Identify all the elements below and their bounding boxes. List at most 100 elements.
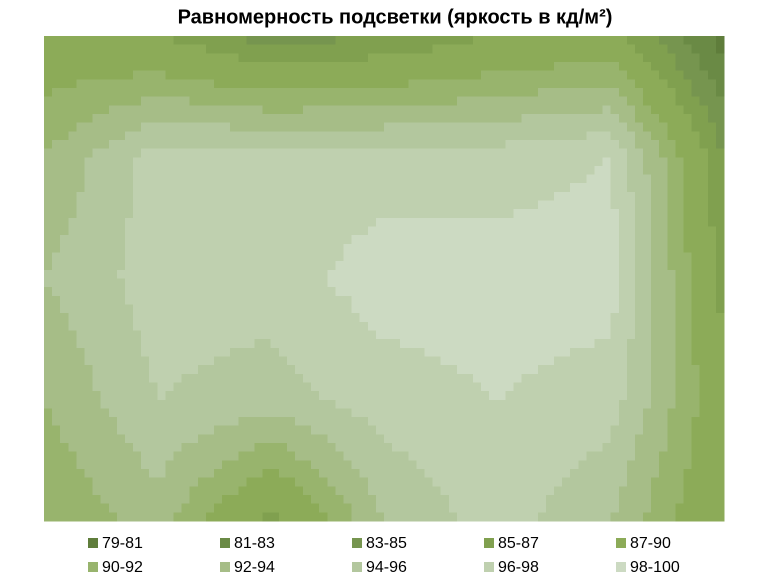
contour-patch — [262, 469, 272, 479]
contour-patch — [537, 96, 547, 106]
contour-patch — [181, 443, 191, 453]
contour-patch — [214, 503, 223, 513]
contour-patch — [52, 287, 61, 297]
contour-patch — [626, 235, 636, 245]
contour-patch — [545, 287, 555, 297]
contour-patch — [375, 469, 385, 479]
contour-patch — [44, 382, 53, 392]
contour-patch — [124, 434, 134, 444]
contour-patch — [141, 157, 150, 167]
contour-patch — [578, 122, 587, 132]
contour-patch — [294, 365, 304, 375]
contour-patch — [141, 477, 150, 487]
legend-swatch — [484, 538, 494, 548]
contour-patch — [149, 356, 158, 366]
contour-patch — [489, 486, 498, 496]
contour-patch — [238, 365, 247, 375]
contour-patch — [464, 252, 474, 262]
contour-patch — [610, 382, 620, 392]
contour-patch — [84, 451, 94, 461]
contour-patch — [416, 469, 426, 479]
contour-patch — [108, 96, 118, 106]
contour-patch — [189, 139, 199, 150]
contour-patch — [294, 313, 304, 323]
contour-patch — [270, 373, 280, 384]
contour-patch — [68, 174, 77, 184]
contour-patch — [181, 373, 191, 384]
contour-patch — [529, 373, 539, 384]
contour-patch — [440, 36, 450, 46]
contour-patch — [124, 209, 134, 219]
contour-patch — [230, 287, 239, 297]
contour-patch — [230, 191, 239, 202]
contour-patch — [157, 503, 167, 513]
contour-patch — [464, 209, 474, 219]
contour-patch — [400, 495, 409, 505]
contour-patch — [92, 183, 102, 193]
contour-patch — [440, 304, 450, 314]
contour-patch — [262, 486, 272, 496]
contour-patch — [270, 512, 280, 522]
contour-patch — [400, 105, 409, 115]
contour-patch — [278, 469, 288, 479]
contour-patch — [464, 339, 474, 349]
contour-patch — [497, 113, 507, 124]
contour-patch — [529, 278, 539, 288]
contour-patch — [537, 443, 547, 453]
contour-patch — [367, 261, 377, 271]
contour-patch — [343, 217, 353, 228]
contour-patch — [400, 356, 409, 366]
contour-patch — [286, 330, 296, 340]
contour-patch — [675, 278, 685, 288]
contour-patch — [319, 330, 328, 340]
contour-patch — [133, 183, 142, 193]
contour-patch — [141, 382, 150, 392]
contour-patch — [197, 113, 207, 124]
contour-patch — [715, 217, 725, 228]
contour-patch — [691, 96, 701, 106]
contour-patch — [440, 148, 450, 158]
contour-patch — [52, 261, 61, 271]
contour-patch — [594, 131, 604, 141]
contour-patch — [278, 347, 288, 358]
contour-patch — [416, 503, 426, 513]
contour-patch — [100, 503, 110, 513]
contour-patch — [270, 200, 280, 210]
contour-patch — [651, 399, 660, 410]
contour-patch — [262, 304, 272, 314]
contour-patch — [165, 61, 175, 72]
contour-patch — [537, 53, 547, 63]
contour-patch — [683, 44, 693, 54]
contour-patch — [311, 261, 320, 271]
contour-patch — [270, 495, 280, 505]
contour-patch — [278, 477, 288, 487]
contour-patch — [505, 278, 515, 288]
contour-patch — [529, 70, 539, 80]
contour-patch — [537, 321, 547, 332]
contour-patch — [505, 382, 515, 392]
contour-patch — [432, 105, 442, 115]
contour-patch — [294, 87, 304, 98]
contour-patch — [448, 356, 458, 366]
contour-patch — [513, 477, 523, 487]
contour-patch — [44, 235, 53, 245]
contour-patch — [602, 512, 612, 522]
contour-patch — [157, 425, 167, 435]
contour-patch — [424, 269, 434, 280]
contour-patch — [529, 174, 539, 184]
contour-patch — [294, 235, 304, 245]
contour-patch — [76, 131, 86, 141]
contour-patch — [424, 460, 434, 470]
contour-patch — [60, 252, 69, 262]
contour-patch — [667, 243, 677, 254]
contour-patch — [570, 486, 579, 496]
contour-patch — [610, 44, 620, 54]
contour-patch — [327, 243, 337, 254]
contour-patch — [359, 451, 369, 461]
contour-patch — [440, 269, 450, 280]
contour-patch — [699, 425, 709, 435]
contour-patch — [570, 209, 579, 219]
contour-patch — [214, 451, 223, 461]
contour-patch — [707, 469, 717, 479]
contour-patch — [424, 105, 434, 115]
